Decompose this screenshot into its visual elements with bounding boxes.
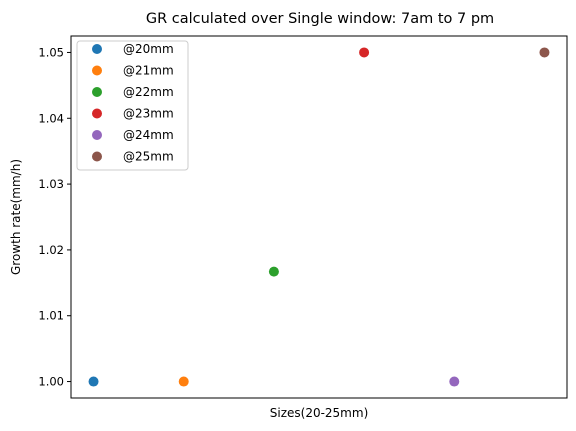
legend-marker	[92, 109, 102, 119]
data-point-21mm	[179, 377, 189, 387]
data-point-25mm	[539, 47, 549, 57]
y-axis-ticks: 1.00 1.01 1.02 1.03 1.04 1.05	[38, 45, 71, 388]
y-tick-label: 1.01	[38, 309, 64, 323]
y-axis-label: Growth rate(mm/h)	[9, 159, 23, 275]
legend-marker	[92, 66, 102, 76]
legend-marker	[92, 87, 102, 97]
legend-label: @21mm	[123, 64, 174, 78]
y-tick-label: 1.00	[38, 375, 64, 389]
data-point-22mm	[269, 267, 279, 277]
data-point-20mm	[89, 377, 99, 387]
legend-label: @23mm	[123, 107, 174, 121]
legend-label: @24mm	[123, 128, 174, 142]
legend-label: @25mm	[123, 150, 174, 164]
data-point-24mm	[449, 377, 459, 387]
legend: @20mm @21mm @22mm @23mm @24mm @25mm	[77, 41, 188, 170]
legend-marker	[92, 130, 102, 140]
legend-label: @20mm	[123, 42, 174, 56]
legend-label: @22mm	[123, 85, 174, 99]
x-axis-label: Sizes(20-25mm)	[270, 406, 369, 420]
chart-title: GR calculated over Single window: 7am to…	[146, 11, 494, 27]
y-tick-label: 1.05	[38, 45, 64, 59]
y-tick-label: 1.04	[38, 111, 64, 125]
y-tick-label: 1.03	[38, 177, 64, 191]
y-tick-label: 1.02	[38, 243, 64, 257]
legend-marker	[92, 152, 102, 162]
legend-marker	[92, 44, 102, 54]
data-point-23mm	[359, 47, 369, 57]
